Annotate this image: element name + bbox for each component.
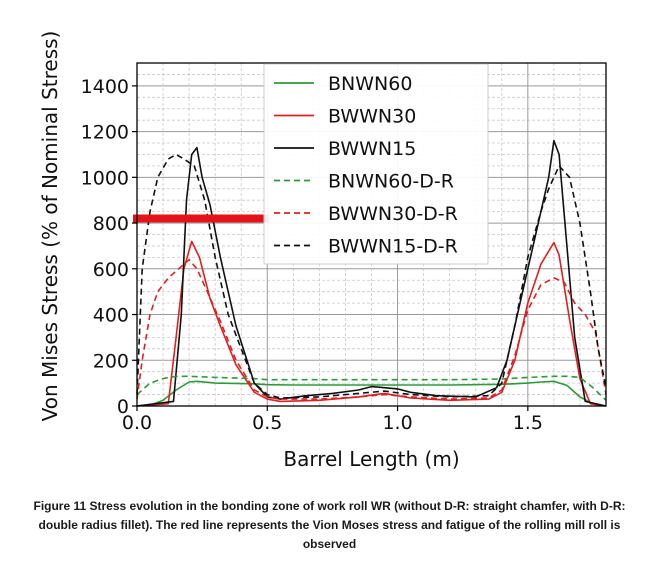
y-tick-label: 0 [117,396,129,418]
legend-label: BNWN60-D-R [328,171,454,193]
y-tick-label: 1400 [81,76,129,98]
legend-box [263,63,489,265]
plot-frame [136,62,607,407]
series-lines [136,139,607,407]
y-tick-label: 1000 [81,167,129,189]
figure-caption: Figure 11 Stress evolution in the bondin… [33,499,626,551]
x-tick-label: 1.0 [382,412,412,434]
series-line-bwwn15 [136,139,607,407]
y-axis-label: Von Mises Stress (% of Nominal Stress) [38,31,62,422]
x-axis-label: Barrel Length (m) [283,447,459,471]
legend-label: BWWN30 [328,106,416,128]
series-line-bnwn60-d-r [136,375,607,401]
legend-label: BWWN15-D-R [328,236,458,258]
y-tick-label: 1200 [81,122,129,144]
stress-chart: 0 200 400 600 800 1000 1200 1400 0.0 0.5 1.0 1.5 BN… [38,31,607,471]
series-line-bnwn60 [136,380,607,407]
y-tick-label: 400 [93,305,129,327]
x-tick-label: 0.0 [122,412,152,434]
legend: BNWN60 BWWN30 BWWN15 BNWN60-D-R BWWN30-D-R BW… [263,63,489,265]
legend-label: BWWN15 [328,138,416,160]
legend-label: BWWN30-D-R [328,203,458,225]
x-tick-label: 1.5 [513,412,543,434]
axis-ticks: 0 200 400 600 800 1000 1200 1400 0.0 0.5 1.0 1.5 [81,76,543,434]
y-tick-label: 800 [93,213,129,235]
legend-label: BNWN60 [328,73,412,95]
y-tick-label: 600 [93,259,129,281]
x-tick-label: 0.5 [252,412,282,434]
series-line-bwwn15-d-r [136,153,607,399]
series-line-bwwn30-d-r [136,258,607,400]
y-tick-label: 200 [93,350,129,372]
